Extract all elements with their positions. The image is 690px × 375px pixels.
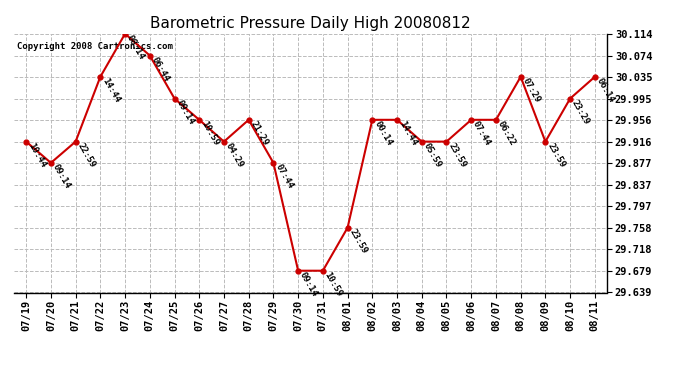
Text: 22:59: 22:59 bbox=[76, 142, 97, 170]
Text: 10:59: 10:59 bbox=[199, 120, 221, 148]
Text: 06:44: 06:44 bbox=[150, 56, 171, 83]
Text: 06:22: 06:22 bbox=[496, 120, 518, 148]
Text: 09:14: 09:14 bbox=[51, 163, 72, 190]
Text: 23:29: 23:29 bbox=[570, 99, 591, 126]
Text: 23:59: 23:59 bbox=[545, 142, 566, 170]
Text: 10:44: 10:44 bbox=[26, 142, 48, 170]
Text: 14:44: 14:44 bbox=[100, 77, 121, 105]
Text: 23:59: 23:59 bbox=[446, 142, 468, 170]
Text: 10:59: 10:59 bbox=[323, 271, 344, 298]
Text: 09:14: 09:14 bbox=[298, 271, 319, 298]
Title: Barometric Pressure Daily High 20080812: Barometric Pressure Daily High 20080812 bbox=[150, 16, 471, 31]
Text: 21:29: 21:29 bbox=[248, 120, 270, 148]
Text: 14:44: 14:44 bbox=[397, 120, 418, 148]
Text: 05:59: 05:59 bbox=[422, 142, 443, 170]
Text: 00:14: 00:14 bbox=[373, 120, 393, 148]
Text: 08:14: 08:14 bbox=[125, 34, 146, 62]
Text: 09:14: 09:14 bbox=[175, 99, 196, 126]
Text: 07:29: 07:29 bbox=[521, 77, 542, 105]
Text: 07:44: 07:44 bbox=[471, 120, 493, 148]
Text: 07:44: 07:44 bbox=[273, 163, 295, 190]
Text: 06:14: 06:14 bbox=[595, 77, 616, 105]
Text: Copyright 2008 Cartronics.com: Copyright 2008 Cartronics.com bbox=[17, 42, 172, 51]
Text: 04:29: 04:29 bbox=[224, 142, 245, 170]
Text: 23:59: 23:59 bbox=[348, 228, 369, 255]
